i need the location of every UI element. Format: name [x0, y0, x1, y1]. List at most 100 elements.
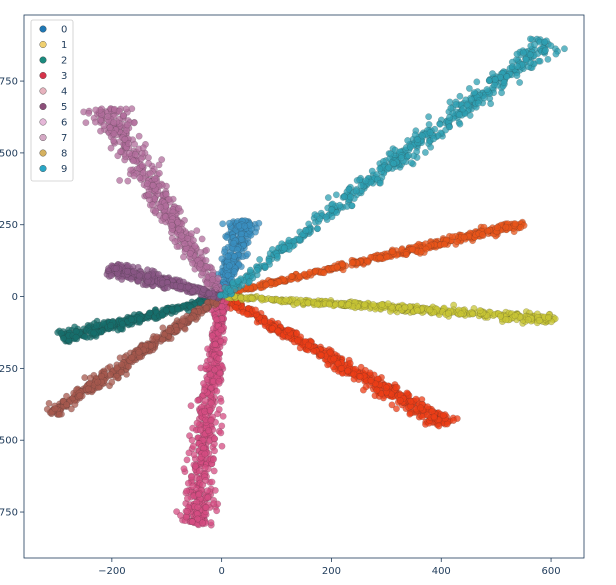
point — [197, 260, 204, 268]
point — [392, 384, 400, 392]
point — [197, 248, 204, 256]
point — [513, 72, 521, 80]
point — [364, 257, 371, 265]
point — [192, 462, 199, 470]
point — [180, 253, 187, 261]
point — [376, 179, 384, 187]
point — [484, 227, 492, 235]
legend-marker-6 — [39, 118, 47, 126]
point — [197, 426, 205, 434]
point — [174, 305, 181, 313]
point — [234, 277, 242, 285]
point — [310, 347, 318, 355]
point — [136, 272, 143, 280]
legend-marker-7 — [39, 133, 47, 141]
legend-label-1: 1 — [61, 40, 67, 51]
point — [338, 260, 346, 268]
point — [427, 143, 435, 151]
point — [403, 389, 411, 397]
point — [426, 129, 434, 136]
point — [124, 267, 132, 275]
point — [305, 220, 313, 228]
point — [207, 519, 215, 526]
point — [491, 76, 499, 83]
point — [183, 487, 191, 495]
point — [397, 154, 405, 162]
point — [216, 369, 224, 377]
point — [373, 386, 381, 394]
point — [483, 86, 491, 93]
point — [248, 294, 256, 302]
point — [304, 341, 312, 349]
point — [215, 355, 223, 363]
point — [82, 119, 90, 127]
point — [162, 307, 170, 314]
y-tick-label: −500 — [0, 436, 18, 447]
point — [211, 487, 219, 494]
point — [213, 316, 221, 324]
point — [117, 148, 124, 156]
legend-label-7: 7 — [61, 133, 67, 144]
point — [357, 182, 365, 190]
point — [346, 359, 354, 367]
point — [445, 309, 452, 317]
point — [402, 251, 410, 258]
point — [76, 392, 84, 400]
point — [390, 160, 397, 167]
point — [230, 239, 238, 247]
point — [155, 270, 162, 278]
point — [552, 50, 560, 58]
point — [202, 362, 210, 370]
point — [205, 290, 213, 297]
point — [189, 442, 197, 450]
point — [348, 202, 356, 210]
point — [112, 265, 120, 272]
point — [479, 231, 486, 239]
point — [293, 329, 301, 337]
point — [387, 150, 395, 158]
x-tick-label: 600 — [542, 566, 561, 577]
point — [316, 215, 324, 223]
point — [230, 268, 238, 276]
point — [135, 132, 143, 140]
point — [460, 233, 468, 241]
point — [164, 284, 172, 292]
point — [108, 378, 116, 386]
point — [203, 263, 211, 271]
point — [94, 378, 102, 386]
point — [404, 137, 412, 144]
point — [261, 317, 268, 325]
point — [185, 449, 193, 457]
point — [223, 234, 231, 241]
point — [352, 187, 360, 195]
point — [241, 222, 249, 230]
point — [210, 435, 218, 443]
point — [312, 267, 319, 275]
point — [207, 417, 215, 425]
point — [98, 372, 105, 380]
point — [200, 387, 208, 394]
point — [175, 225, 183, 233]
point — [165, 327, 173, 334]
point — [446, 114, 453, 121]
point — [446, 98, 454, 106]
point — [143, 180, 151, 188]
point — [123, 121, 131, 129]
point — [180, 465, 188, 473]
point — [145, 154, 152, 162]
point — [177, 512, 184, 519]
point — [165, 195, 173, 203]
point — [139, 144, 147, 152]
point — [106, 124, 114, 131]
point — [178, 232, 186, 240]
point — [131, 151, 139, 158]
point — [210, 467, 218, 475]
point — [201, 408, 209, 415]
point — [388, 401, 396, 409]
point — [208, 478, 216, 486]
point — [513, 62, 521, 70]
x-tick-label: −200 — [98, 566, 125, 577]
point — [328, 206, 336, 214]
point — [84, 385, 92, 393]
